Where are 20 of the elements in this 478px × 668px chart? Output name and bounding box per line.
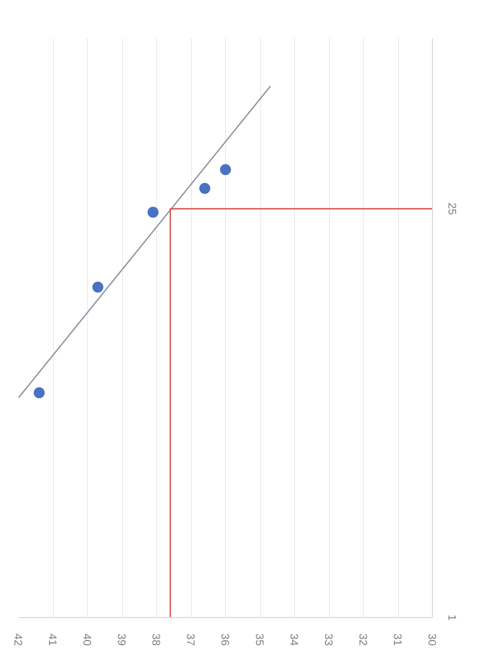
point xyxy=(220,164,231,176)
point xyxy=(34,387,45,398)
y-tick-label: 25 xyxy=(446,202,458,215)
x-tick-label: 32 xyxy=(356,634,368,646)
y-tick-label: 1 xyxy=(446,614,458,621)
point xyxy=(92,282,104,293)
point xyxy=(199,182,210,194)
x-tick-label: 42 xyxy=(12,634,24,646)
x-tick-label: 40 xyxy=(80,634,92,646)
x-tick-label: 37 xyxy=(184,634,196,646)
x-tick-label: 34 xyxy=(288,634,300,646)
x-tick-label: 39 xyxy=(115,634,127,646)
x-tick-label: 41 xyxy=(46,634,58,646)
x-tick-label: 30 xyxy=(426,634,438,646)
x-tick-label: 36 xyxy=(218,634,230,646)
x-tick-label: 31 xyxy=(391,634,403,646)
x-tick-label: 33 xyxy=(322,634,334,646)
x-tick-label: 35 xyxy=(253,634,265,646)
point xyxy=(148,206,159,218)
x-tick-label: 38 xyxy=(150,634,162,646)
